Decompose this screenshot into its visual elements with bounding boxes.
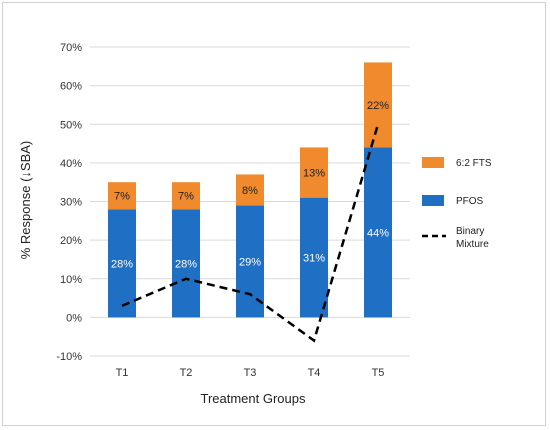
y-axis-title: % Response (↓SBA) (18, 141, 33, 260)
bar-pfos (364, 147, 392, 318)
data-label-pfos: 28% (111, 258, 133, 270)
x-tick-label: T4 (308, 367, 321, 379)
bar-pfos (108, 209, 136, 318)
y-tick-label: 40% (60, 158, 82, 170)
legend-swatch-fts (422, 157, 444, 168)
legend: 6:2 FTS PFOS Binary Mixture (422, 157, 492, 250)
data-label-fts: 22% (367, 100, 389, 112)
chart-frame (2, 2, 546, 426)
x-tick-label: T2 (180, 367, 193, 379)
y-tick-label: 10% (60, 274, 82, 286)
x-tick-label: T5 (372, 367, 385, 379)
data-label-pfos: 29% (239, 256, 261, 268)
x-tick-labels: T1 T2 T3 T4 T5 (116, 367, 385, 379)
y-tick-label: 70% (60, 42, 82, 54)
legend-label-fts: 6:2 FTS (456, 158, 492, 169)
y-tick-label: 20% (60, 235, 82, 247)
legend-label-pfos: PFOS (456, 196, 484, 207)
bar-fts (108, 182, 136, 210)
binary-mixture-line (121, 123, 380, 343)
bar-pfos (300, 197, 328, 318)
y-tick-label: 60% (60, 81, 82, 93)
bar-fts (236, 174, 264, 206)
x-axis-title: Treatment Groups (200, 391, 306, 406)
data-label-fts: 8% (242, 185, 258, 197)
data-label-fts: 7% (178, 191, 194, 203)
bars-group: 28% 7% 28% 7% 29% 8% 31% 13% 44% 22% (108, 62, 392, 318)
data-label-pfos: 31% (303, 253, 325, 265)
y-tick-label: 30% (60, 197, 82, 209)
y-tick-label: -10% (56, 351, 82, 363)
bar-fts (364, 62, 392, 148)
bar-fts (172, 182, 200, 210)
y-tick-label: 50% (60, 119, 82, 131)
x-tick-label: T1 (116, 367, 129, 379)
data-label-fts: 7% (114, 191, 130, 203)
bar-pfos (236, 205, 264, 318)
bar-fts (300, 147, 328, 198)
data-label-pfos: 44% (367, 227, 389, 239)
y-tick-label: 0% (66, 312, 82, 324)
legend-swatch-pfos (422, 195, 444, 206)
legend-label-mixture-line2: Mixture (456, 239, 489, 250)
binary-mixture-line-group (121, 123, 380, 343)
x-tick-label: T3 (244, 367, 257, 379)
bar-pfos (172, 209, 200, 318)
gridlines (90, 46, 410, 357)
data-label-fts: 13% (303, 168, 325, 180)
legend-label-mixture-line1: Binary (456, 226, 484, 237)
data-label-pfos: 28% (175, 258, 197, 270)
y-tick-labels: -10% 0% 10% 20% 30% 40% 50% 60% 70% (56, 42, 82, 363)
